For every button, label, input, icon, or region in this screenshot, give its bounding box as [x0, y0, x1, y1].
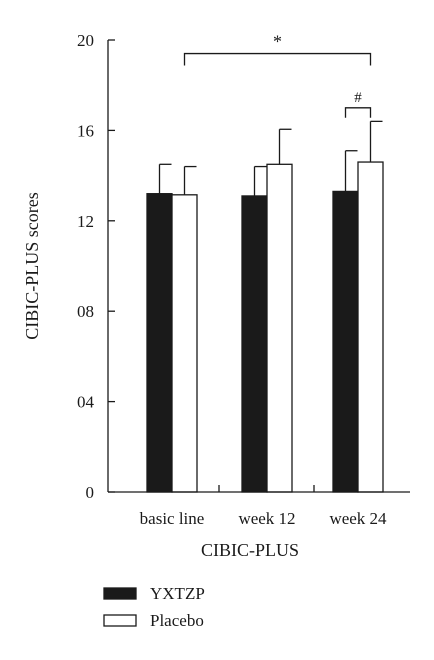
significance-bracket: # [344, 90, 372, 118]
legend-label: YXTZP [150, 584, 205, 603]
bar-yxtzp [146, 193, 173, 493]
x-tick-label: week 24 [329, 509, 387, 528]
legend-item: Placebo [103, 611, 204, 630]
y-tick-label: 04 [77, 393, 95, 412]
significance-label: # [354, 90, 362, 106]
error-bar [344, 150, 358, 192]
bracket-line [183, 52, 372, 66]
y-tick-label: 08 [77, 302, 94, 321]
legend-label: Placebo [150, 611, 204, 630]
bracket-line [344, 107, 372, 118]
y-axis: 0 04 08 12 16 20 [77, 31, 115, 502]
y-tick-label: 20 [77, 31, 94, 50]
y-tick-label: 0 [86, 483, 95, 502]
x-tick-label: basic line [140, 509, 205, 528]
x-axis: basic line week 12 week 24 [108, 485, 410, 528]
significance-bracket: * [183, 32, 372, 66]
error-bar [278, 128, 292, 165]
error-bar [253, 165, 267, 196]
y-axis-label: CIBIC-PLUS scores [22, 192, 42, 340]
y-tick-label: 12 [77, 212, 94, 231]
significance-annotations: *# [183, 32, 372, 118]
legend-item: YXTZP [103, 584, 205, 603]
legend-swatch [103, 614, 137, 627]
bar-placebo [171, 194, 198, 493]
significance-label: * [273, 32, 282, 52]
bar-yxtzp [241, 195, 268, 493]
error-bar [158, 163, 172, 194]
bar-yxtzp [332, 190, 359, 493]
y-tick-label: 16 [77, 121, 94, 140]
error-bar [183, 165, 197, 195]
legend-swatch [103, 587, 137, 600]
error-bar [369, 120, 383, 163]
plot-area [146, 120, 384, 493]
x-axis-label: CIBIC-PLUS [201, 540, 299, 560]
bar-placebo [357, 161, 384, 493]
x-tick-label: week 12 [238, 509, 295, 528]
legend: YXTZP Placebo [103, 584, 205, 630]
bar-placebo [266, 163, 293, 493]
